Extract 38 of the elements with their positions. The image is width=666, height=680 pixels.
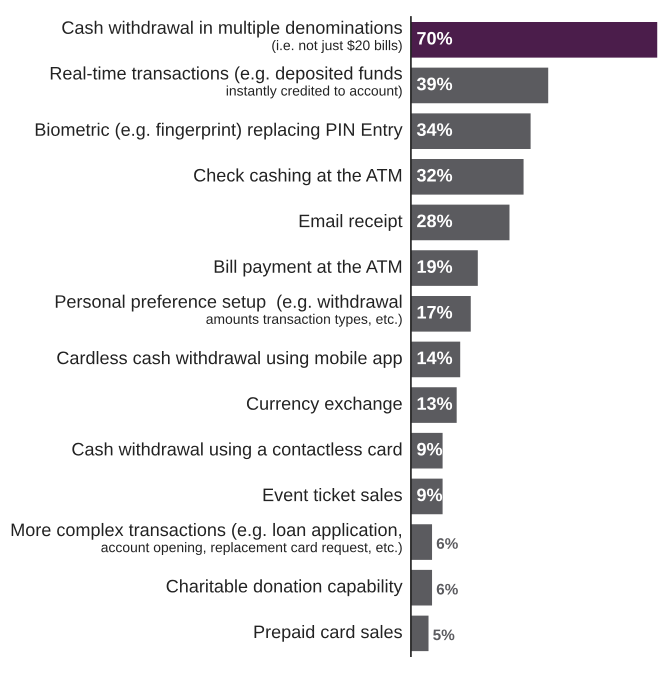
y-tick-label: Event ticket sales [264,488,402,502]
data-label: 17% [418,306,452,319]
bar [410,158,524,195]
data-label: 34% [416,123,452,136]
data-label: 14% [418,352,452,364]
bar [410,22,658,58]
bar [410,570,432,606]
y-tick-label: More complex transactions (e.g. loan application, account opening, replacement card request, etc.) [12,522,402,556]
bar [410,616,429,652]
data-label: 13% [418,397,452,410]
bar [410,68,548,104]
y-tick-label: Bill payment at the ATM [214,260,402,277]
bar [410,250,478,286]
y-tick-label: Charitable donation capability [166,579,403,596]
y-tick-label: Email receipt [300,214,402,231]
y-tick-label: Check cashing at the ATM [194,168,402,186]
data-label: 5% [433,629,454,640]
y-tick-label: Currency exchange [246,396,402,414]
y-tick-label: Personal preference setup (e.g. withdrawal amounts transaction types, etc.) [56,294,402,327]
bar [410,113,531,149]
data-label: 19% [418,260,452,273]
y-tick-label: Cash withdrawal in multiple denominations (i.e. not just $20 bills) [62,20,402,53]
bar [410,204,510,240]
y-tick-label: Biometric (e.g. fingerprint) replacing PIN Entry [36,122,403,140]
bar [410,296,471,332]
y-tick-label: Prepaid card sales [254,624,402,642]
data-label: 9% [417,488,442,502]
data-label: 32% [416,168,452,182]
data-label: 6% [436,538,458,549]
data-label: 9% [417,442,442,456]
data-label: 28% [417,214,452,228]
data-label: 70% [417,32,452,45]
data-label: 6% [436,584,458,595]
bar [410,524,432,560]
y-tick-label: Cardless cash withdrawal using mobile app [57,351,402,368]
data-label: 39% [416,78,452,90]
y-tick-label: Cash withdrawal using a contactless card [72,442,402,460]
y-tick-label: Real-time transactions (e.g. deposited funds instantly credited to account) [50,66,402,98]
